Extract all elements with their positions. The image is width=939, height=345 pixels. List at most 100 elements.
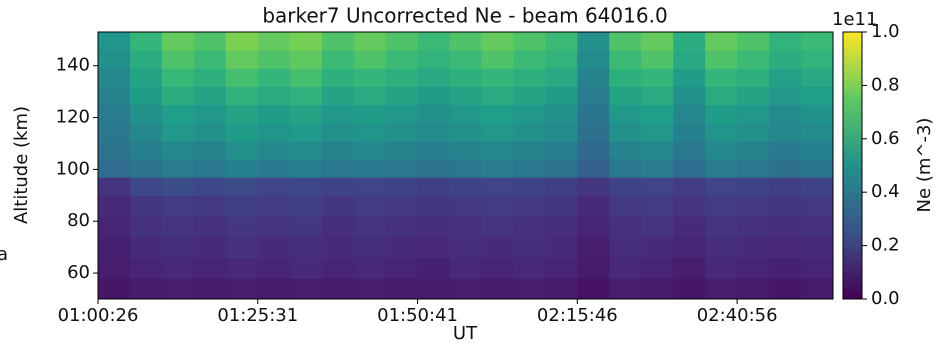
heatmap-cell (673, 216, 706, 238)
heatmap-cell (801, 104, 834, 124)
heatmap-cell (737, 278, 770, 300)
heatmap-cell (193, 32, 227, 51)
heatmap-cell (513, 177, 546, 196)
heatmap-cell (609, 159, 642, 178)
heatmap-cell (225, 195, 259, 217)
heatmap-cell (98, 68, 131, 87)
y-tick-label: 80 (67, 210, 90, 231)
heatmap-cell (98, 278, 131, 300)
heatmap-cell (129, 159, 163, 178)
heatmap-cell (385, 216, 419, 238)
heatmap-cell (129, 278, 163, 300)
heatmap-cell (673, 68, 706, 87)
heatmap-cell (673, 177, 706, 196)
heatmap-cell (129, 86, 163, 106)
heatmap-cell (257, 50, 291, 69)
heatmap-cell (417, 177, 451, 196)
heatmap-cell (161, 195, 195, 217)
x-tick-label: 01:00:26 (58, 305, 139, 326)
heatmap-cell (161, 104, 195, 124)
colorbar-tick-label: 0.8 (871, 74, 900, 95)
heatmap-cell (705, 257, 738, 279)
heatmap-cell (193, 236, 227, 259)
heatmap-cell (321, 68, 355, 87)
heatmap-cell (417, 278, 451, 300)
side-text: a (0, 244, 8, 265)
heatmap-cell (289, 32, 323, 51)
heatmap-cell (225, 236, 259, 259)
heatmap-cell (705, 122, 738, 142)
x-tick-label: 01:50:41 (377, 305, 458, 326)
heatmap-cell (769, 257, 802, 279)
heatmap-cell (353, 236, 387, 259)
heatmap-cell (193, 216, 227, 238)
heatmap-cell (513, 195, 546, 217)
heatmap-cell (545, 216, 578, 238)
heatmap-cell (801, 122, 834, 142)
heatmap-cell (641, 68, 674, 87)
heatmap-cell (385, 257, 419, 279)
heatmap-cell (737, 177, 770, 196)
heatmap-cell (545, 236, 578, 259)
heatmap-cell (321, 257, 355, 279)
heatmap-cell (225, 257, 259, 279)
heatmap-cell (385, 68, 419, 87)
heatmap-cell (98, 32, 131, 51)
heatmap-cell (449, 177, 482, 196)
colorbar (842, 31, 863, 300)
heatmap-cell (98, 236, 131, 259)
heatmap-cell (769, 68, 802, 87)
heatmap-cell (673, 104, 706, 124)
heatmap-cell (449, 278, 482, 300)
heatmap-cell (417, 104, 451, 124)
heatmap-cell (705, 68, 738, 87)
heatmap-cell (641, 32, 674, 51)
heatmap-cell (321, 236, 355, 259)
x-tick-label: 02:40:56 (697, 305, 778, 326)
heatmap-cell (641, 216, 674, 238)
heatmap-cell (609, 68, 642, 87)
heatmap-cell (257, 32, 291, 51)
heatmap-cell (193, 159, 227, 178)
heatmap-cell (225, 140, 259, 160)
heatmap-cell (353, 159, 387, 178)
heatmap-cell (577, 140, 610, 160)
heatmap-cell (577, 50, 610, 69)
heatmap-cell (225, 32, 259, 51)
heatmap-cell (673, 236, 706, 259)
heatmap-cell (705, 50, 738, 69)
heatmap-cell (705, 32, 738, 51)
heatmap-cell (481, 68, 514, 87)
heatmap-cell (321, 140, 355, 160)
heatmap-cell (609, 104, 642, 124)
heatmap-cell (449, 195, 482, 217)
heatmap-cell (673, 159, 706, 178)
heatmap-cell (385, 140, 419, 160)
x-tick-label: 01:25:31 (217, 305, 298, 326)
heatmap-cell (481, 236, 514, 259)
heatmap-cell (769, 159, 802, 178)
heatmap-cell (98, 159, 131, 178)
heatmap-cell (545, 278, 578, 300)
heatmap-cell (449, 159, 482, 178)
heatmap-cell (321, 122, 355, 142)
heatmap-cell (289, 159, 323, 178)
heatmap-cell (321, 159, 355, 178)
heatmap-cell (353, 68, 387, 87)
colorbar-tick-label: 0.4 (871, 181, 900, 202)
heatmap-cell (481, 216, 514, 238)
heatmap-cell (673, 140, 706, 160)
heatmap-cell (545, 257, 578, 279)
heatmap-cell (481, 177, 514, 196)
heatmap-cell (769, 278, 802, 300)
heatmap-cell (417, 86, 451, 106)
heatmap-cell (385, 104, 419, 124)
heatmap-cell (353, 140, 387, 160)
heatmap-cell (705, 216, 738, 238)
heatmap-cell (737, 216, 770, 238)
heatmap-cell (193, 104, 227, 124)
heatmap-cell (449, 86, 482, 106)
heatmap-cell (129, 50, 163, 69)
heatmap-cell (257, 86, 291, 106)
